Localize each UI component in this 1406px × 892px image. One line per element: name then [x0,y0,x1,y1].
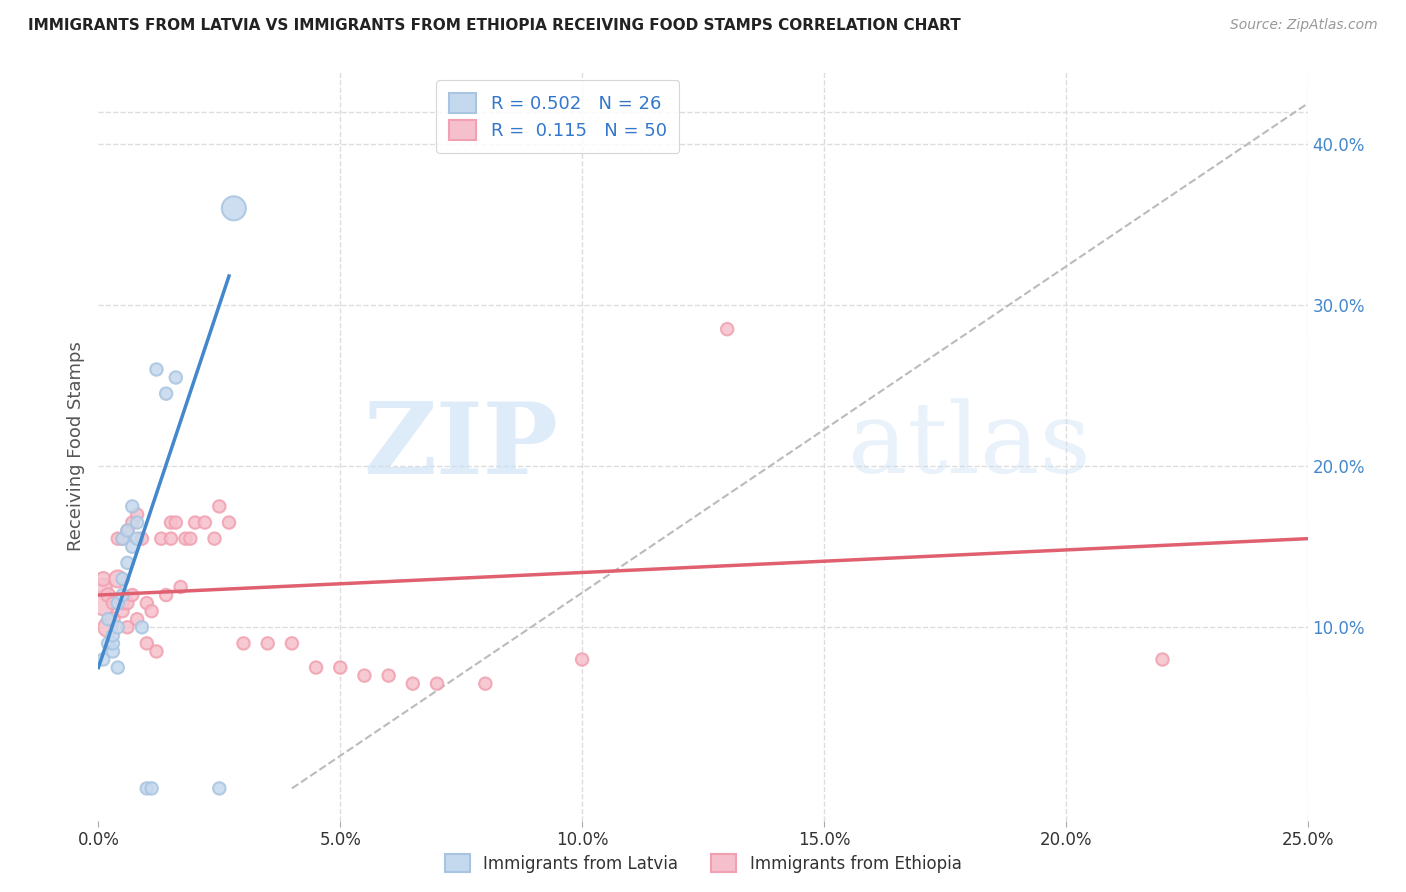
Text: IMMIGRANTS FROM LATVIA VS IMMIGRANTS FROM ETHIOPIA RECEIVING FOOD STAMPS CORRELA: IMMIGRANTS FROM LATVIA VS IMMIGRANTS FRO… [28,18,960,33]
Point [716,322,738,336]
Point [165,516,187,530]
Point [101,636,124,650]
Point [111,588,134,602]
Point [141,781,163,796]
Point [117,596,139,610]
Point [91,596,114,610]
Point [121,500,143,514]
Point [127,612,149,626]
Point [97,620,120,634]
Point [101,612,124,626]
Point [127,508,149,522]
Point [377,668,399,682]
Legend: R = 0.502   N = 26, R =  0.115   N = 50: R = 0.502 N = 26, R = 0.115 N = 50 [436,80,679,153]
Point [426,676,449,690]
Text: Source: ZipAtlas.com: Source: ZipAtlas.com [1230,18,1378,32]
Point [353,668,375,682]
Point [135,596,157,610]
Point [117,524,139,538]
Point [141,604,163,618]
Point [208,500,231,514]
Point [111,596,134,610]
Point [121,588,143,602]
Point [111,532,134,546]
Point [107,620,129,634]
Point [256,636,278,650]
Y-axis label: Receiving Food Stamps: Receiving Food Stamps [66,341,84,551]
Point [194,516,217,530]
Point [97,588,120,602]
Text: atlas: atlas [848,398,1091,494]
Point [160,532,183,546]
Point [131,532,153,546]
Point [329,660,352,674]
Point [174,532,197,546]
Point [101,644,124,658]
Point [160,516,183,530]
Point [131,620,153,634]
Point [150,532,173,546]
Point [121,516,143,530]
Point [97,612,120,626]
Text: ZIP: ZIP [363,398,558,494]
Point [127,516,149,530]
Point [474,676,496,690]
Point [145,644,167,658]
Point [135,636,157,650]
Point [281,636,304,650]
Point [402,676,425,690]
Point [179,532,201,546]
Point [117,524,139,538]
Point [127,532,149,546]
Point [107,532,129,546]
Point [305,660,328,674]
Point [571,652,593,666]
Point [97,636,120,650]
Point [232,636,254,650]
Point [101,596,124,610]
Point [218,516,240,530]
Point [101,628,124,642]
Point [155,386,177,401]
Point [204,532,226,546]
Point [107,660,129,674]
Point [184,516,207,530]
Point [107,572,129,586]
Point [117,556,139,570]
Point [135,781,157,796]
Point [117,620,139,634]
Point [165,370,187,384]
Point [145,362,167,376]
Point [107,596,129,610]
Point [91,572,114,586]
Point [222,202,245,216]
Point [91,580,114,594]
Point [111,532,134,546]
Point [91,652,114,666]
Point [111,572,134,586]
Legend: Immigrants from Latvia, Immigrants from Ethiopia: Immigrants from Latvia, Immigrants from … [437,847,969,880]
Point [169,580,191,594]
Point [155,588,177,602]
Point [208,781,231,796]
Point [121,540,143,554]
Point [111,604,134,618]
Point [1152,652,1174,666]
